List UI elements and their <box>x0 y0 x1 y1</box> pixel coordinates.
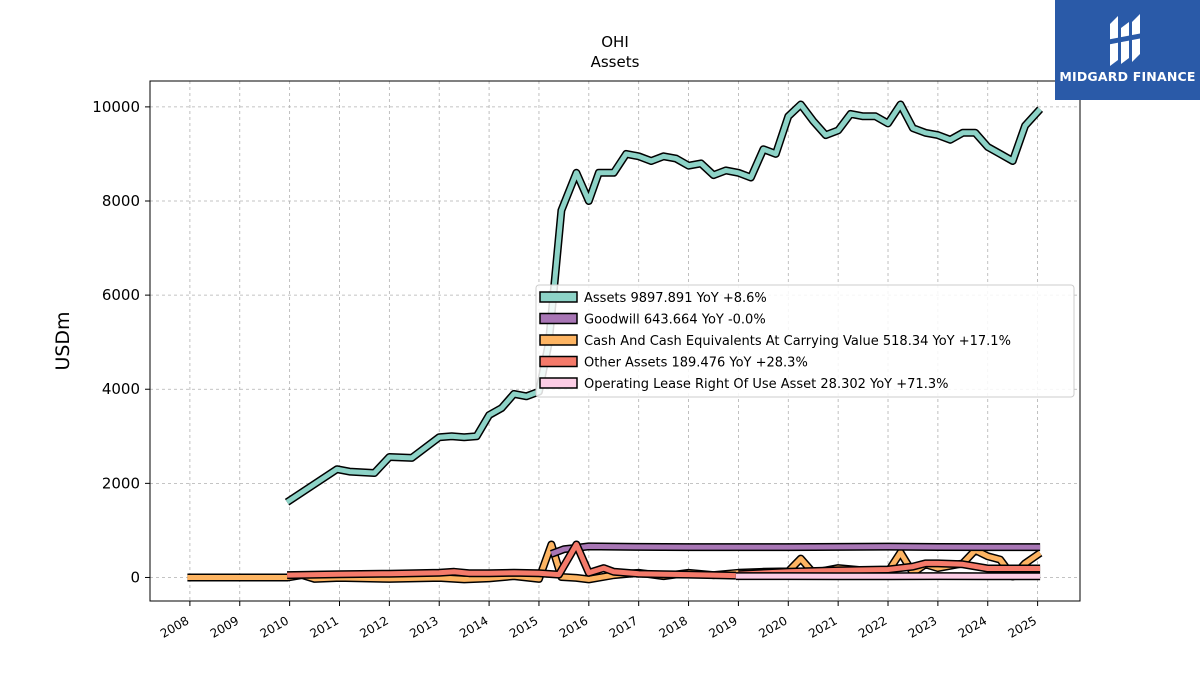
series-line <box>738 559 1041 579</box>
series-line-stroke <box>285 102 1042 505</box>
y-axis-label: USDm <box>52 311 74 370</box>
series-line-stroke <box>287 542 736 579</box>
legend-swatch <box>539 355 578 368</box>
plot-frame <box>149 80 1081 602</box>
x-tick-label: 2019 <box>706 613 739 640</box>
legend-label: Other Assets 189.476 YoY +28.3% <box>584 356 808 371</box>
series-line <box>284 100 1044 506</box>
legend-label: Cash And Cash Equivalents At Carrying Va… <box>584 334 1011 349</box>
x-tick-label: 2022 <box>856 613 889 640</box>
x-tick-label: 2010 <box>258 613 291 640</box>
x-tick-label: 2023 <box>906 613 939 640</box>
x-tick-label: 2015 <box>507 613 540 640</box>
x-tick-label: 2008 <box>158 613 191 640</box>
brand-logo: MIDGARD FINANCE <box>1055 0 1200 100</box>
legend-item: Assets 9897.891 YoY +8.6% <box>539 291 767 306</box>
legend-item: Operating Lease Right Of Use Asset 28.30… <box>539 377 948 392</box>
x-tick-label: 2011 <box>308 613 341 640</box>
midgard-logo-icon <box>1106 14 1148 66</box>
chart-subtitle: Assets <box>591 53 640 71</box>
legend-box <box>535 284 1075 398</box>
brand-name: MIDGARD FINANCE <box>1059 69 1196 84</box>
legend-swatch <box>539 377 578 389</box>
legend-label: Operating Lease Right Of Use Asset 28.30… <box>584 377 948 392</box>
legend-label: Assets 9897.891 YoY +8.6% <box>584 291 767 306</box>
y-tick-label: 8000 <box>102 192 140 210</box>
x-tick-label: 2025 <box>1006 613 1039 640</box>
x-tick-label: 2009 <box>208 613 241 640</box>
legend: Assets 9897.891 YoY +8.6% Goodwill 643.66… <box>535 284 1075 398</box>
legend-label: Goodwill 643.664 YoY -0.0% <box>584 313 766 328</box>
x-tick-label: 2024 <box>956 613 989 640</box>
legend-swatch <box>539 334 578 346</box>
y-tick-label: 4000 <box>102 380 140 398</box>
series-line <box>287 540 736 580</box>
y-tick-label: 10000 <box>92 98 140 116</box>
series-line <box>549 542 1041 558</box>
chart-title: OHI <box>601 33 629 51</box>
legend-item: Other Assets 189.476 YoY +28.3% <box>539 355 808 371</box>
x-tick-label: 2018 <box>657 613 690 640</box>
x-tick-label: 2016 <box>557 613 590 640</box>
y-tick-label: 2000 <box>102 474 140 492</box>
legend-item: Goodwill 643.664 YoY -0.0% <box>539 312 766 328</box>
series-layer <box>187 100 1044 584</box>
x-tick-label: 2020 <box>756 613 789 640</box>
y-axis: 0 2000 4000 6000 8000 10000 <box>92 98 150 586</box>
series-line-stroke <box>738 560 1041 577</box>
legend-item: Cash And Cash Equivalents At Carrying Va… <box>539 334 1011 349</box>
x-axis: 2008 2009 2010 2011 2012 2013 2014 2015 2016 2017… <box>158 601 1039 641</box>
x-tick-label: 2013 <box>407 613 440 640</box>
x-tick-label: 2012 <box>357 613 390 640</box>
x-tick-label: 2021 <box>806 613 839 640</box>
y-tick-label: 6000 <box>102 286 140 304</box>
x-tick-label: 2017 <box>607 613 640 640</box>
y-tick-label: 0 <box>130 568 140 586</box>
legend-swatch <box>539 291 578 303</box>
x-tick-label: 2014 <box>457 613 490 640</box>
legend-swatch <box>539 312 578 325</box>
